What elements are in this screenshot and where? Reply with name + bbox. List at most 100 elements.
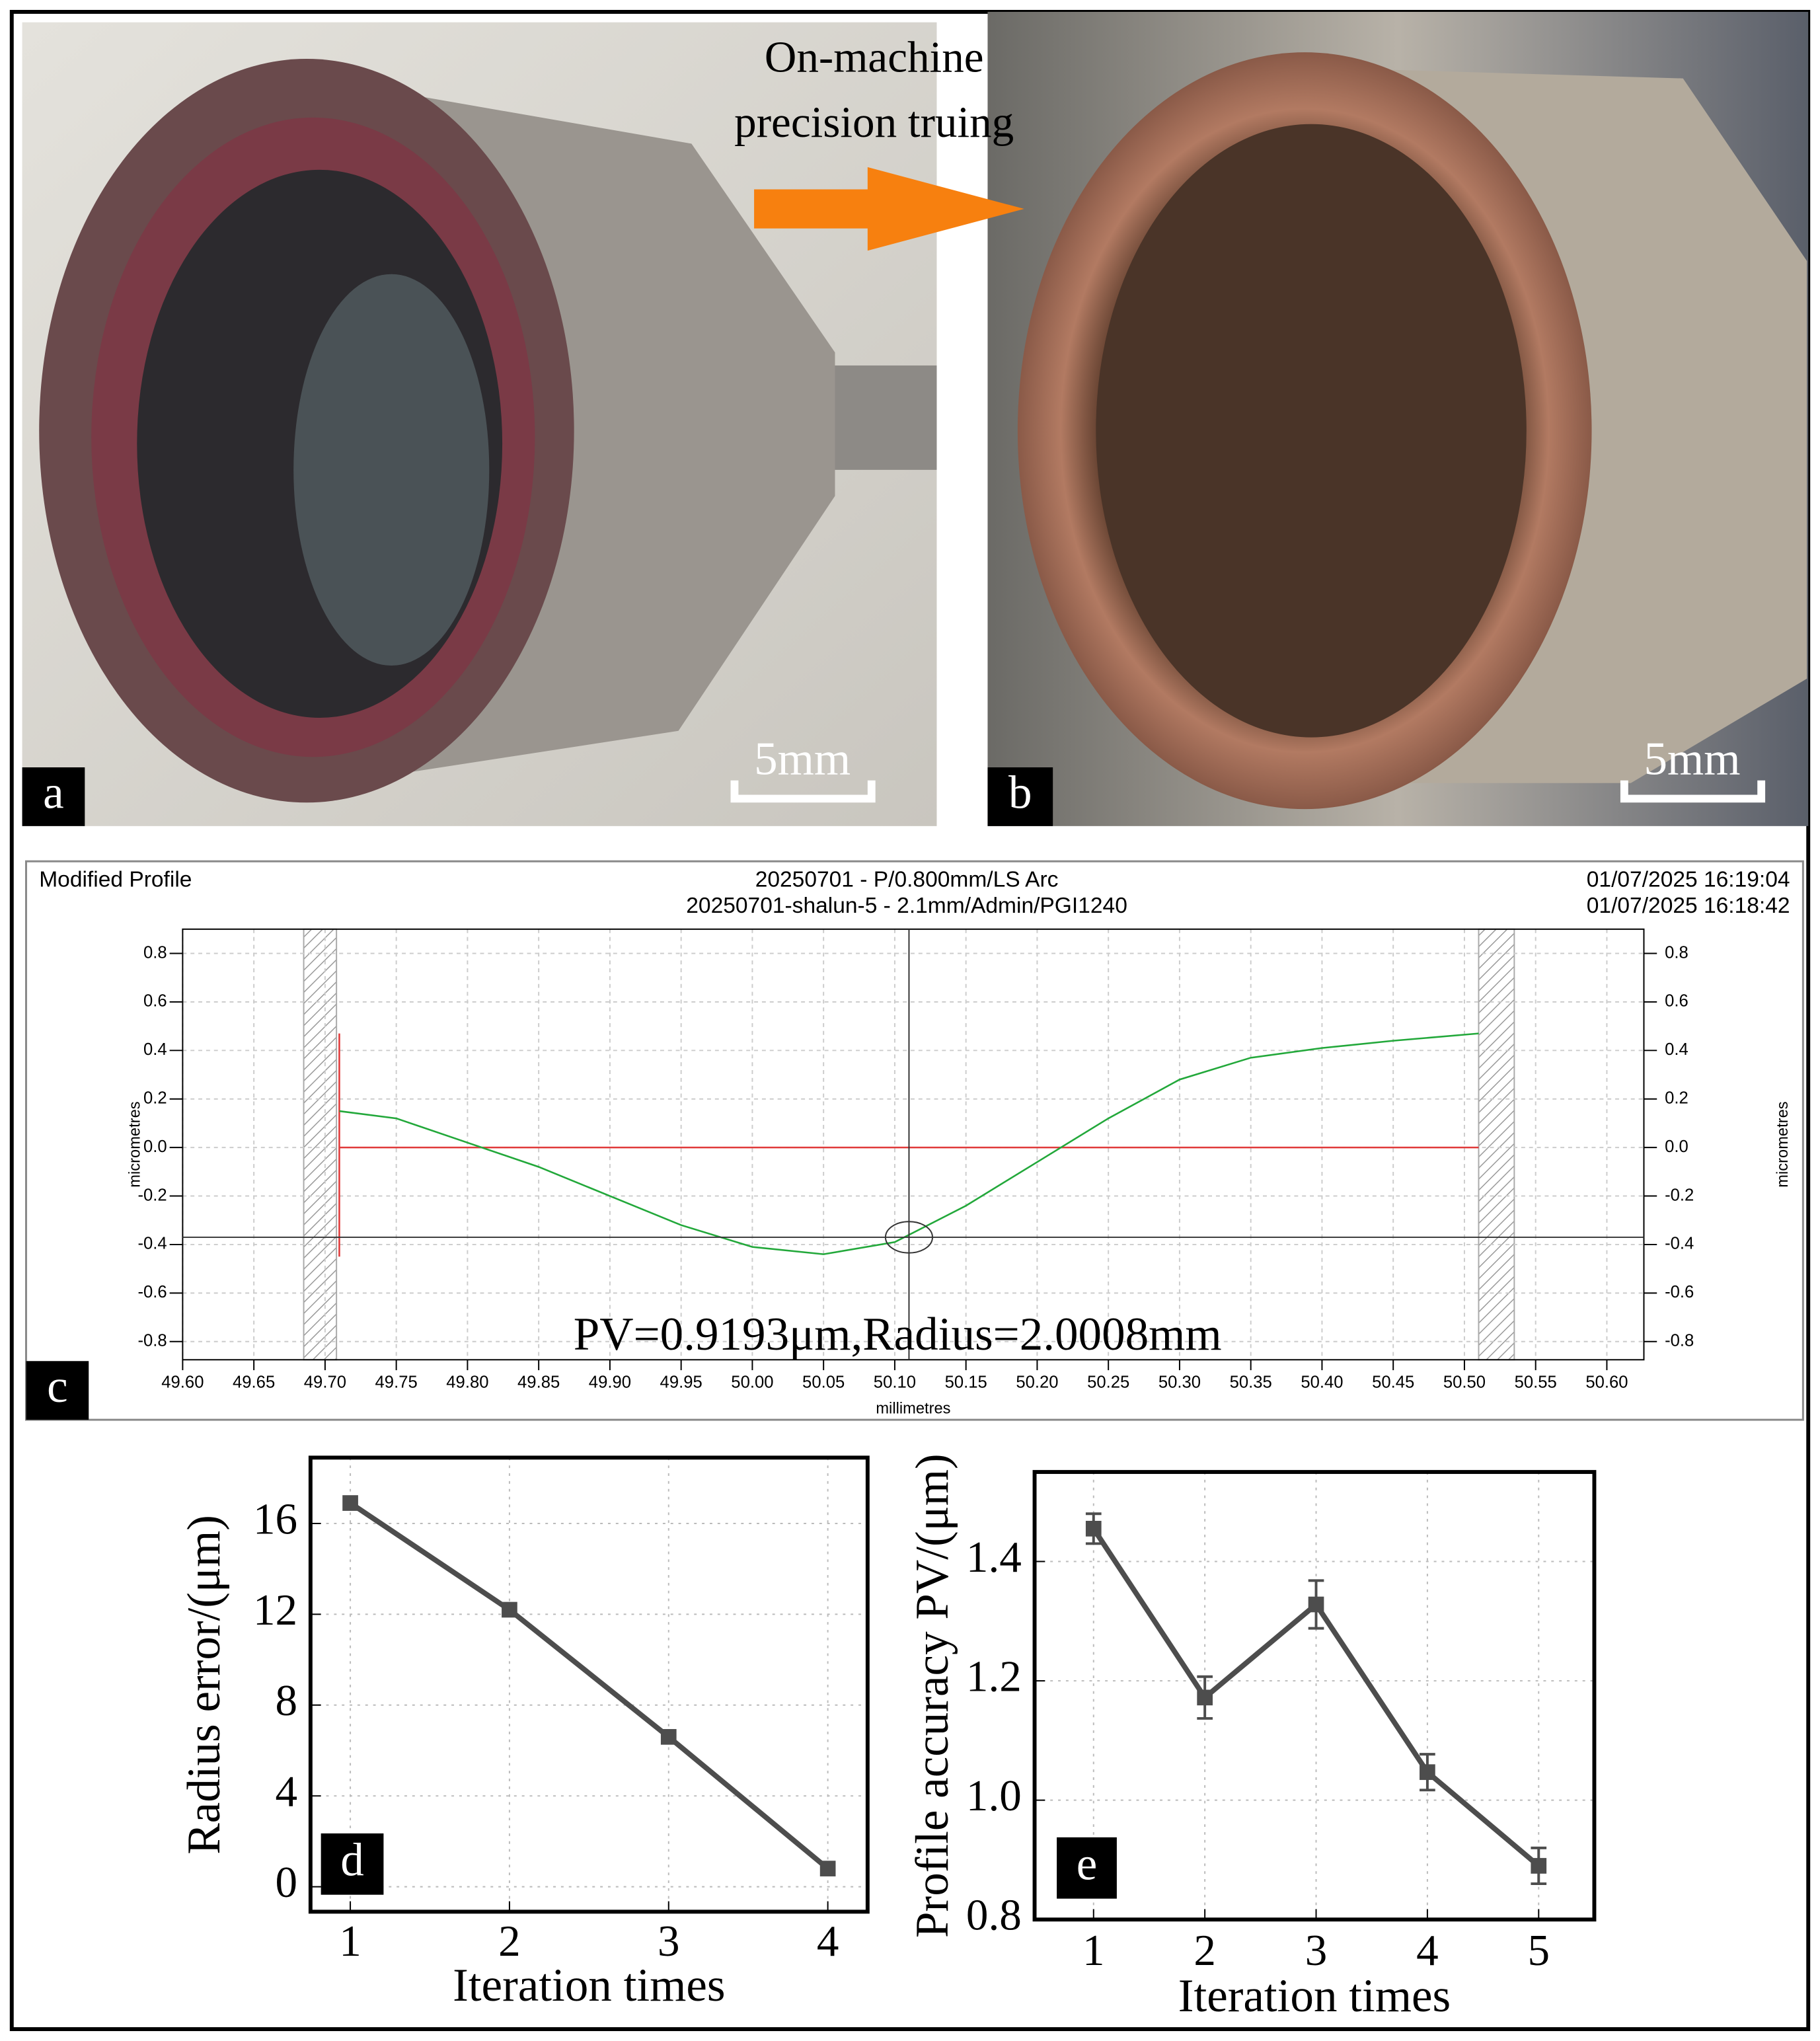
y-tick-label: 0.0 [143,1137,167,1156]
plot-frame [308,1455,870,1914]
panel-label-box [987,767,1053,826]
charts: -0.8 -0.8 -0.6 -0.6 -0.4 -0.4 -0.2 -0.2 0.0 0.0 0.… [39,868,1792,2022]
x-tick-label: 49.70 [304,1373,346,1392]
y-tick-label: 0.8 [1665,943,1688,962]
x-tick-label: 50.55 [1515,1373,1557,1392]
y-tick-label: 0.4 [1665,1040,1688,1059]
timestamp: 01/07/2025 16:18:42 [1587,894,1790,918]
panel-label-box [26,1361,89,1420]
timestamp: 01/07/2025 16:19:04 [1587,868,1790,892]
x-axis-label: Iteration times [1178,1970,1451,2022]
y-tick-label: -0.4 [1665,1235,1694,1253]
panel-label: c [47,1361,68,1412]
panel-label: a [43,767,64,819]
y-tick-label: -0.8 [137,1332,167,1350]
marker [342,1495,358,1511]
marker [660,1729,677,1745]
y-tick-label: 1.2 [966,1651,1022,1701]
y-tick-label: 0.0 [1665,1137,1688,1156]
excluded-region [1478,928,1515,1361]
y-tick-label: -0.2 [1665,1186,1694,1204]
arrow [754,167,1024,251]
y-tick-label: 1.4 [966,1532,1022,1582]
x-tick-label: 50.40 [1301,1373,1343,1392]
y-tick-label: -0.6 [137,1283,167,1301]
x-tick-label: 2 [1194,1925,1216,1975]
y-tick-label: 0.4 [143,1040,167,1059]
panel-label: b [1008,767,1032,819]
x-tick-label: 4 [1416,1925,1439,1975]
x-tick-label: 2 [498,1916,521,1966]
y-axis-label: Radius error/(μm) [178,1515,230,1855]
scale-text: 5mm [1644,733,1740,785]
x-tick-label: 50.30 [1158,1373,1201,1392]
scale-bar [1620,780,1766,803]
x-tick-label: 1 [339,1916,361,1966]
x-tick-label: 50.45 [1372,1373,1414,1392]
x-tick-label: 50.15 [945,1373,987,1392]
x-axis-label: millimetres [876,1401,950,1418]
y-axis-label: micrometres [127,1101,144,1187]
photo-a [22,22,937,826]
y-tick-label: 12 [253,1585,297,1635]
plot-frame [182,928,1645,1361]
marker [1085,1520,1102,1537]
chart-title: Modified Profile [39,868,192,892]
y-tick-label: -0.8 [1665,1332,1694,1350]
marker [1531,1858,1547,1874]
x-tick-label: 49.65 [233,1373,275,1392]
scale-text: 5mm [754,733,851,785]
y-tick-label: 16 [253,1494,297,1543]
panel-frame [25,860,1804,1421]
panel-label: d [340,1835,364,1886]
x-tick-label: 1 [1082,1925,1105,1975]
data-line [348,1500,830,1871]
x-tick-label: 49.80 [446,1373,488,1392]
scale-bar [730,780,876,803]
marker [1197,1689,1213,1706]
x-tick-label: 49.95 [660,1373,702,1392]
photo-b [987,11,1809,826]
marker [1420,1764,1435,1781]
y-axis-label: Profile accuracy PV/(μm) [907,1453,958,1938]
x-tick-label: 50.10 [874,1373,916,1392]
annotation: PV=0.9193μm,Radius=2.0008mm [574,1309,1222,1360]
x-tick-label: 50.35 [1230,1373,1272,1392]
x-tick-label: 49.60 [161,1373,204,1392]
y-tick-label: 1.0 [966,1771,1022,1820]
x-axis-label: Iteration times [453,1960,725,2011]
marker [1308,1596,1324,1613]
panel-label: e [1077,1839,1098,1890]
arrow-text: precision truing [734,97,1014,147]
chart-subtitle: 20250701-shalun-5 - 2.1mm/Admin/PGI1240 [686,894,1127,918]
x-tick-label: 49.90 [589,1373,631,1392]
x-tick-label: 3 [658,1916,680,1966]
y-tick-label: 0 [276,1857,298,1907]
x-tick-label: 50.50 [1443,1373,1486,1392]
y-tick-label: 0.8 [966,1890,1022,1940]
y-tick-label: -0.4 [137,1235,167,1253]
x-tick-label: 50.00 [731,1373,773,1392]
plot-frame [1032,1470,1597,1922]
y-tick-label: 0.8 [143,943,167,962]
y-axis-label: micrometres [1774,1101,1792,1187]
y-tick-label: -0.2 [137,1186,167,1204]
data-line [339,1032,1479,1255]
excluded-region [303,928,338,1361]
panel-label-box [321,1833,384,1895]
chart-subtitle: 20250701 - P/0.800mm/LS Arc [755,868,1059,892]
y-tick-label: 4 [276,1767,298,1816]
x-tick-label: 3 [1305,1925,1328,1975]
x-tick-label: 49.75 [375,1373,418,1392]
y-tick-label: 0.2 [143,1089,167,1108]
x-tick-label: 50.60 [1585,1373,1628,1392]
cursor-ring [884,1221,933,1254]
x-tick-label: 5 [1527,1925,1550,1975]
y-tick-label: 0.6 [143,992,167,1011]
x-tick-label: 50.25 [1087,1373,1129,1392]
x-tick-label: 4 [817,1916,839,1966]
y-tick-label: 0.6 [1665,992,1688,1011]
x-tick-label: 50.05 [802,1373,845,1392]
y-tick-label: 8 [276,1675,298,1725]
